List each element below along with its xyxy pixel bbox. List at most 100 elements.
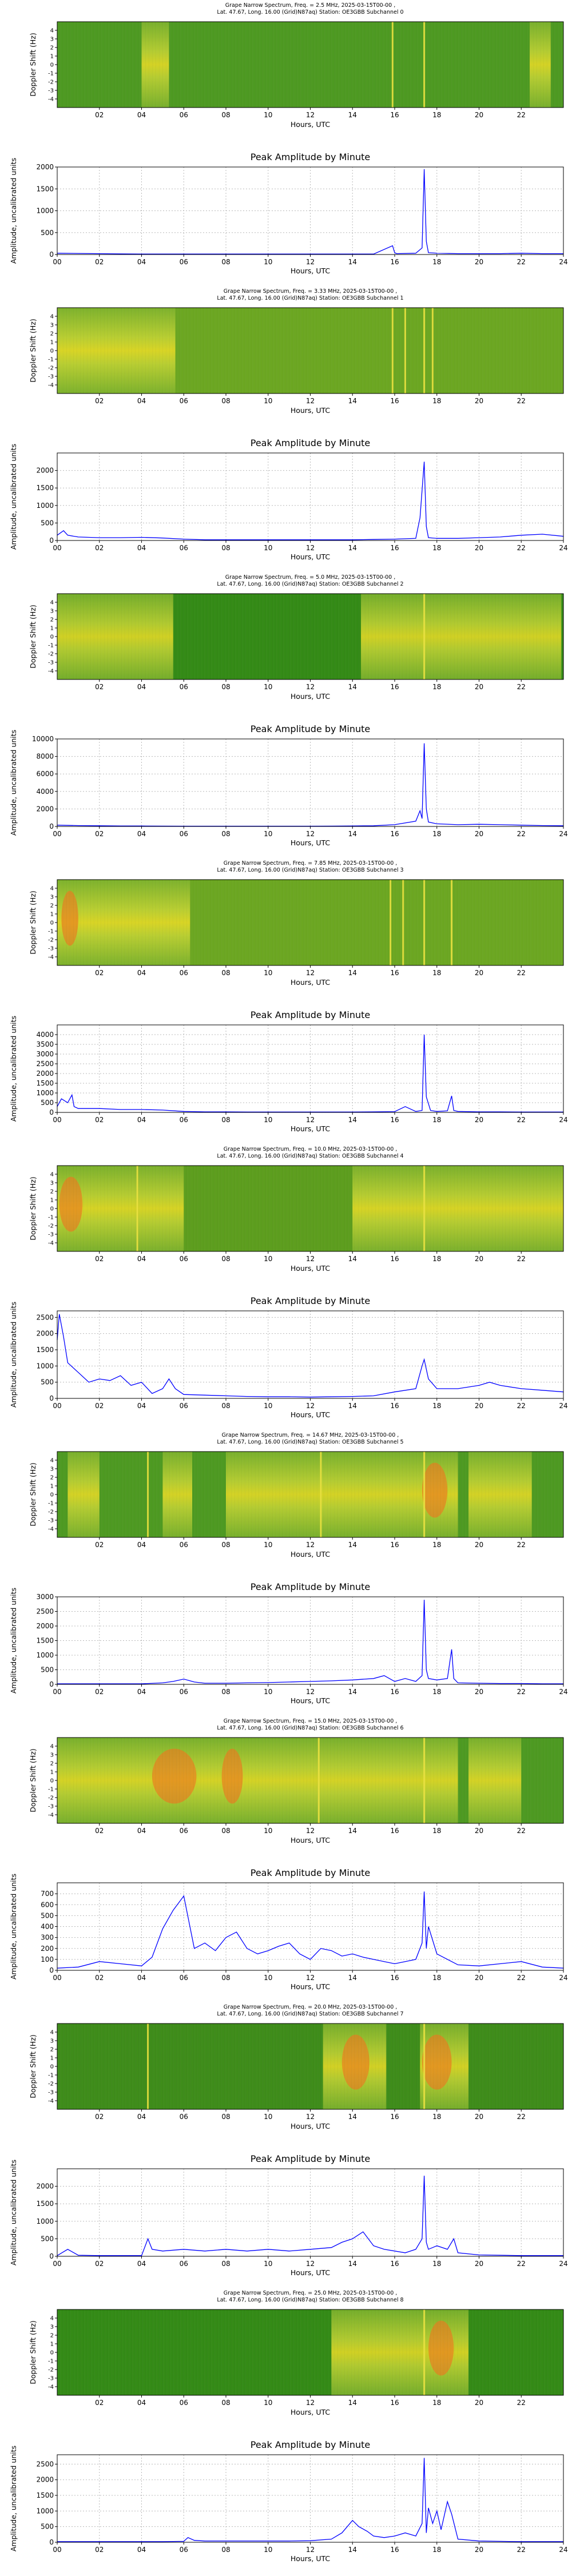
line-xtick-label: 00 — [53, 1402, 61, 1410]
line-xtick-label: 02 — [95, 2546, 104, 2554]
line-xtick-label: 06 — [180, 1116, 188, 1124]
line-ytick-label: 2500 — [36, 1608, 54, 1616]
line-xtick-label: 22 — [517, 1974, 526, 1982]
heatmap-ytick-label: -4 — [48, 2098, 54, 2105]
amplitude-chart: Peak Amplitude by Minute 00 02 04 06 08 10 12 14… — [9, 723, 568, 847]
line-xtick-label: 10 — [264, 1116, 272, 1124]
heatmap-ytick-label: 4 — [50, 314, 54, 320]
line-ytick-label: 200 — [41, 1945, 54, 1953]
line-ytick-label: 6000 — [36, 770, 54, 778]
line-ytick-label: 1000 — [36, 2217, 54, 2225]
heatmap-texture — [57, 594, 563, 679]
heatmap-xtick-label: 08 — [221, 1827, 230, 1835]
heatmap-xtick-label: 20 — [475, 397, 483, 405]
line-frame — [57, 1024, 564, 1113]
heatmap-xtick-label: 22 — [517, 1541, 526, 1549]
line-ytick-label: 0 — [49, 1394, 54, 1402]
heatmap-xtick-label: 22 — [517, 2113, 526, 2121]
heatmap-xtick-label: 08 — [221, 1255, 230, 1263]
line-xtick-label: 08 — [221, 2260, 230, 2268]
line-xtick-label: 22 — [517, 2260, 526, 2268]
line-title: Peak Amplitude by Minute — [251, 2153, 371, 2164]
line-xtick-label: 10 — [264, 830, 272, 838]
line-frame — [57, 1596, 564, 1685]
heatmap-ytick-label: 2 — [50, 2333, 54, 2339]
amplitude-chart: Peak Amplitude by Minute 00 02 04 06 08 10 12 14… — [9, 1867, 568, 1991]
heatmap-xtick-label: 22 — [517, 683, 526, 691]
line-title: Peak Amplitude by Minute — [251, 1009, 371, 1020]
line-xtick-label: 20 — [475, 258, 483, 266]
heatmap-xtick-label: 20 — [475, 2399, 483, 2407]
line-xtick-label: 04 — [137, 1688, 146, 1696]
heatmap-ytick-label: 1 — [50, 2342, 54, 2348]
heatmap-ytick-label: 2 — [50, 1189, 54, 1195]
line-xtick-label: 06 — [180, 544, 188, 552]
line-ytick-label: 0 — [49, 1966, 54, 1974]
heatmap-xtick-label: 04 — [137, 111, 146, 119]
heatmap-ylabel: Doppler Shift (Hz) — [29, 1748, 37, 1812]
amplitude-panel: Peak Amplitude by Minute 00 02 04 06 08 10 12 14… — [0, 1001, 572, 1144]
heatmap-xlabel: Hours, UTC — [291, 1836, 331, 1844]
heatmap-ytick-label: -3 — [48, 1518, 54, 1524]
line-xtick-label: 12 — [306, 258, 315, 266]
heatmap-xtick-label: 02 — [95, 397, 104, 405]
heatmap-xtick-label: 18 — [432, 1255, 441, 1263]
heatmap-vertical-line — [147, 1452, 149, 1537]
line-xtick-label: 14 — [348, 2260, 357, 2268]
line-xtick-label: 14 — [348, 1402, 357, 1410]
line-ytick-label: 1000 — [36, 207, 54, 215]
amplitude-series-line — [57, 169, 563, 255]
heatmap-vertical-line — [423, 22, 426, 108]
heatmap-xtick-label: 10 — [264, 969, 272, 977]
line-xlabel: Hours, UTC — [291, 2268, 331, 2277]
line-xtick-label: 20 — [475, 1402, 483, 1410]
heatmap-xlabel: Hours, UTC — [291, 2408, 331, 2416]
heatmap-ytick-label: 0 — [50, 2350, 54, 2356]
line-ytick-label: 10000 — [32, 735, 54, 743]
line-ytick-label: 3500 — [36, 1040, 54, 1048]
heatmap-xtick-label: 16 — [390, 683, 399, 691]
heatmap-ytick-label: -1 — [48, 71, 54, 77]
heatmap-xtick-label: 06 — [180, 2113, 188, 2121]
heatmap-vertical-line — [404, 308, 406, 393]
line-ytick-label: 500 — [41, 1099, 54, 1107]
heatmap-ytick-label: 3 — [50, 895, 54, 901]
heatmap-ytick-label: 4 — [50, 2316, 54, 2322]
line-xtick-label: 10 — [264, 544, 272, 552]
spectrogram-chart: Grape Narrow Spectrum, Freq. = 7.85 MHz,… — [29, 860, 564, 987]
line-ytick-label: 2500 — [36, 1313, 54, 1321]
line-xtick-label: 00 — [53, 2546, 61, 2554]
line-frame — [57, 1310, 564, 1399]
heatmap-ylabel: Doppler Shift (Hz) — [29, 319, 37, 383]
heatmap-xtick-label: 12 — [306, 2399, 315, 2407]
line-ytick-label: 2000 — [36, 467, 54, 475]
heatmap-ytick-label: 3 — [50, 609, 54, 615]
heatmap-xtick-label: 14 — [348, 2399, 357, 2407]
heatmap-xtick-label: 04 — [137, 397, 146, 405]
heatmap-ytick-label: 4 — [50, 886, 54, 892]
heatmap-title-line1: Grape Narrow Spectrum, Freq. = 25.0 MHz,… — [224, 2290, 398, 2296]
heatmap-texture — [57, 1738, 563, 1823]
line-ytick-label: 0 — [49, 1108, 54, 1116]
heatmap-xtick-label: 06 — [180, 111, 188, 119]
heatmap-ytick-label: -3 — [48, 946, 54, 952]
heatmap-ytick-label: 4 — [50, 600, 54, 606]
heatmap-vertical-line — [317, 1738, 320, 1823]
amplitude-panel: Peak Amplitude by Minute 00 02 04 06 08 10 12 14… — [0, 2431, 572, 2574]
heatmap-xtick-label: 18 — [432, 1541, 441, 1549]
line-xtick-label: 00 — [53, 1116, 61, 1124]
heatmap-xtick-label: 02 — [95, 2113, 104, 2121]
line-ytick-label: 1500 — [36, 484, 54, 492]
heatmap-xtick-label: 12 — [306, 2113, 315, 2121]
line-ytick-label: 500 — [41, 1378, 54, 1386]
spectrogram-chart: Grape Narrow Spectrum, Freq. = 5.0 MHz, … — [29, 574, 564, 701]
line-xtick-label: 04 — [137, 2546, 146, 2554]
heatmap-title-line1: Grape Narrow Spectrum, Freq. = 7.85 MHz,… — [224, 860, 398, 866]
heatmap-title-line1: Grape Narrow Spectrum, Freq. = 15.0 MHz,… — [224, 1718, 398, 1724]
heatmap-xtick-label: 14 — [348, 2113, 357, 2121]
spectrogram-chart: Grape Narrow Spectrum, Freq. = 3.33 MHz,… — [29, 288, 564, 415]
heatmap-xtick-label: 22 — [517, 111, 526, 119]
heatmap-xtick-label: 16 — [390, 1255, 399, 1263]
heatmap-xlabel: Hours, UTC — [291, 1550, 331, 1559]
heatmap-xtick-label: 10 — [264, 683, 272, 691]
